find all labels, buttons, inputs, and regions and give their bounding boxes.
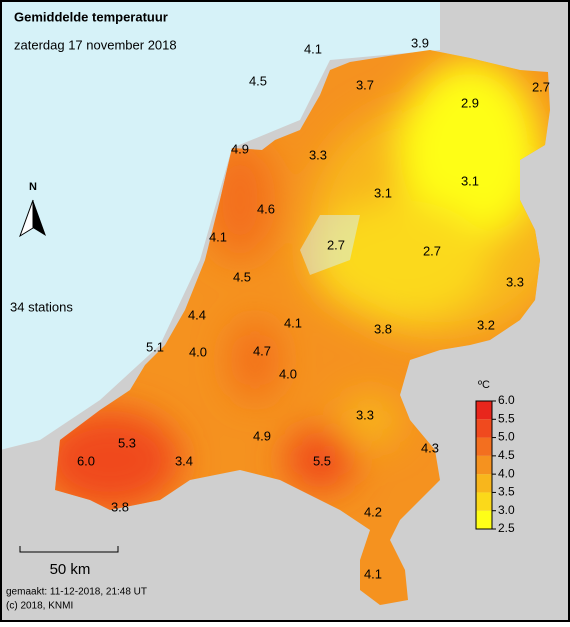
legend-tick-label: 3.0 — [498, 503, 515, 517]
legend-swatch — [476, 474, 492, 493]
legend-tick-label: 2.5 — [498, 521, 515, 535]
legend-tick-label: 6.0 — [498, 393, 515, 407]
legend-swatch — [476, 455, 492, 475]
station-value: 3.3 — [356, 407, 374, 422]
station-value: 4.9 — [231, 141, 249, 156]
legend-swatch — [476, 437, 492, 456]
station-value: 4.0 — [189, 344, 207, 359]
stations: 4.1 3.9 4.5 3.7 2.9 2.7 4.9 3.3 3.1 3.1 4.6 4.1 2.7 2… — [77, 35, 550, 581]
north-label: N — [29, 181, 37, 193]
station-value: 3.1 — [374, 185, 392, 200]
station-value: 4.5 — [249, 73, 267, 88]
station-value: 3.8 — [111, 499, 129, 514]
station-value: 3.8 — [374, 321, 392, 336]
station-value: 3.3 — [309, 147, 327, 162]
station-value: 4.1 — [284, 315, 302, 330]
legend-unit: ºC — [478, 379, 490, 391]
station-value: 4.7 — [253, 343, 271, 358]
lake — [300, 215, 360, 275]
station-value: 4.5 — [233, 269, 251, 284]
station-value: 2.7 — [423, 243, 441, 258]
stations-count: 34 stations — [10, 299, 73, 314]
station-value: 3.9 — [411, 35, 429, 50]
station-value: 3.7 — [356, 77, 374, 92]
footer-made: gemaakt: 11-12-2018, 21:48 UT — [6, 587, 147, 598]
footer-copyright: (c) 2018, KNMI — [6, 601, 73, 612]
station-value: 5.1 — [146, 339, 164, 354]
scale-bar — [19, 546, 119, 553]
legend-swatch — [476, 401, 492, 420]
station-value: 3.4 — [175, 453, 193, 468]
legend-tick-label: 5.5 — [498, 411, 515, 425]
station-value: 3.2 — [477, 317, 495, 332]
station-value: 2.7 — [532, 79, 550, 94]
station-value: 6.0 — [77, 453, 95, 468]
station-value: 5.5 — [313, 453, 331, 468]
legend-border — [475, 400, 493, 530]
station-value: 4.1 — [304, 41, 322, 56]
sea — [0, 0, 440, 450]
station-value: 5.3 — [118, 435, 136, 450]
subtitle: zaterdag 17 november 2018 — [14, 37, 177, 52]
station-value: 4.2 — [364, 504, 382, 519]
station-value: 3.3 — [506, 274, 524, 289]
legend-tick-label: 4.0 — [498, 466, 515, 480]
station-value: 4.6 — [257, 201, 275, 216]
north-arrow — [33, 200, 46, 236]
station-value: 4.0 — [279, 366, 297, 381]
legend-swatch — [476, 492, 492, 511]
station-value: 3.1 — [461, 173, 479, 188]
station-value: 2.7 — [327, 237, 345, 252]
legend-swatch — [476, 510, 492, 529]
legend-tick-label: 3.5 — [498, 485, 515, 499]
legend: 6.0 5.5 5.0 4.5 4.0 3.5 3.0 2.5 — [475, 393, 515, 535]
station-value: 4.1 — [209, 229, 227, 244]
legend-tick-label: 4.5 — [498, 448, 515, 462]
station-value: 4.3 — [421, 440, 439, 455]
legend-tick-label: 5.0 — [498, 430, 515, 444]
legend-swatch — [476, 419, 492, 438]
station-value: 4.1 — [364, 566, 382, 581]
station-value: 2.9 — [461, 95, 479, 110]
station-value: 4.4 — [188, 307, 206, 322]
station-value: 4.9 — [253, 428, 271, 443]
title: Gemiddelde temperatuur — [14, 9, 168, 24]
scale-label: 50 km — [50, 561, 91, 578]
